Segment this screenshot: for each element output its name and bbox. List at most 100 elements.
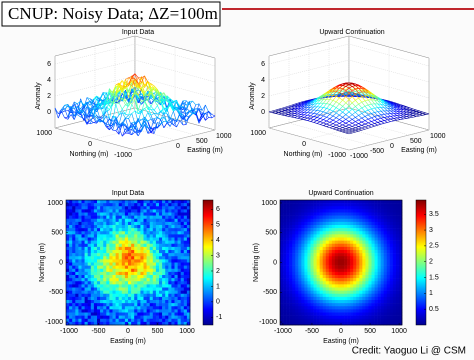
mesh-line [332,95,337,97]
heatmap-cell [377,243,381,248]
heatmap-cell [304,234,308,238]
heatmap-cell [177,271,181,276]
heatmap-cell [112,262,116,266]
mesh-line [342,93,346,97]
heatmap-cell [186,243,191,248]
mesh-line [166,108,171,120]
heatmap-cell [392,203,397,207]
heatmap-cell [128,262,132,266]
heatmap-cell [97,300,101,304]
mesh-line [313,100,318,105]
heatmap-cell [177,231,181,235]
mesh-line [393,117,398,119]
heatmap-cell [72,296,76,301]
heatmap-cell [137,228,141,232]
mesh-line [67,109,72,120]
mesh-line [125,102,129,115]
mesh-line [99,120,104,123]
heatmap-cell [87,287,92,291]
heatmap-cell [174,281,178,285]
heatmap-cell [106,271,110,276]
heatmap-cell [280,221,284,226]
heatmap-cell [325,243,330,248]
heatmap-cell [389,240,394,245]
mesh-line [80,108,84,111]
heatmap-cell [183,303,188,307]
heatmap-cell [121,253,126,257]
heatmap-cell [331,209,336,213]
mesh-line [179,105,184,120]
heatmap-cell [90,262,95,266]
heatmap-cell [90,321,95,326]
heatmap-cell [162,250,166,254]
heatmap-cell [313,237,317,241]
heatmap-cell [143,234,147,238]
heatmap-cell [168,209,172,213]
heatmap-cell [159,259,163,263]
mesh-line [153,89,158,99]
heatmap-cell [128,221,132,226]
heatmap-cell [292,200,296,204]
heatmap-cell [174,243,178,248]
mesh-line [313,106,318,111]
heatmap-cell [301,221,305,226]
heatmap-cell [362,243,366,248]
heatmap-cell [81,259,85,263]
heatmap-cell [124,246,129,251]
mesh-line [118,97,123,103]
heatmap-cell [350,212,354,216]
heatmap-cell [134,228,138,232]
heatmap-cell [365,200,369,204]
mesh-line [121,117,126,123]
mesh-line [122,85,126,87]
mesh-line [348,96,353,100]
heatmap-cell [155,203,160,207]
mesh-line [313,113,318,115]
heatmap-cell [93,221,98,226]
heatmap-cell [118,206,123,210]
mesh-line [310,109,314,114]
heatmap-cell [389,237,394,241]
mesh-line [368,124,372,127]
heatmap-cell [75,206,79,210]
heatmap-cell [392,209,397,213]
heatmap-cell [72,268,76,273]
heatmap-cell [310,203,314,207]
heatmap-cell [93,271,98,276]
y-tick-label: 500 [51,230,63,237]
heatmap-cell [72,240,76,245]
heatmap-cell [328,240,333,245]
heatmap-cell [84,312,88,316]
heatmap-cell [115,215,119,220]
heatmap-cell [353,209,357,213]
mesh-line [364,120,369,123]
mesh-line [121,104,126,110]
heatmap-cell [75,268,79,273]
mesh-line [336,90,340,93]
heatmap-cell [310,206,314,210]
mesh-line [329,124,334,127]
heatmap-cell [380,246,384,251]
mesh-line [80,116,84,119]
heatmap-cell [78,318,82,323]
heatmap-cell [103,268,107,273]
mesh-line [319,111,324,116]
heatmap-cell [337,221,342,226]
heatmap-cell [87,290,92,295]
heatmap-cell [180,265,185,270]
mesh-line [319,107,324,112]
heatmap-cell [356,237,360,241]
heatmap-cell [319,237,323,241]
heatmap-cell [280,228,284,232]
heatmap-cell [149,296,154,301]
heatmap-cell [165,237,169,241]
heatmap-cell [103,209,107,213]
mesh-line [364,91,369,96]
heatmap-cell [174,268,178,273]
heatmap-cell [69,209,73,213]
heatmap-cell [69,312,73,316]
x-axis-label: Easting (m) [187,147,223,154]
heatmap-cell [121,290,126,295]
heatmap-cell [106,315,110,320]
heatmap-cell [87,206,92,210]
